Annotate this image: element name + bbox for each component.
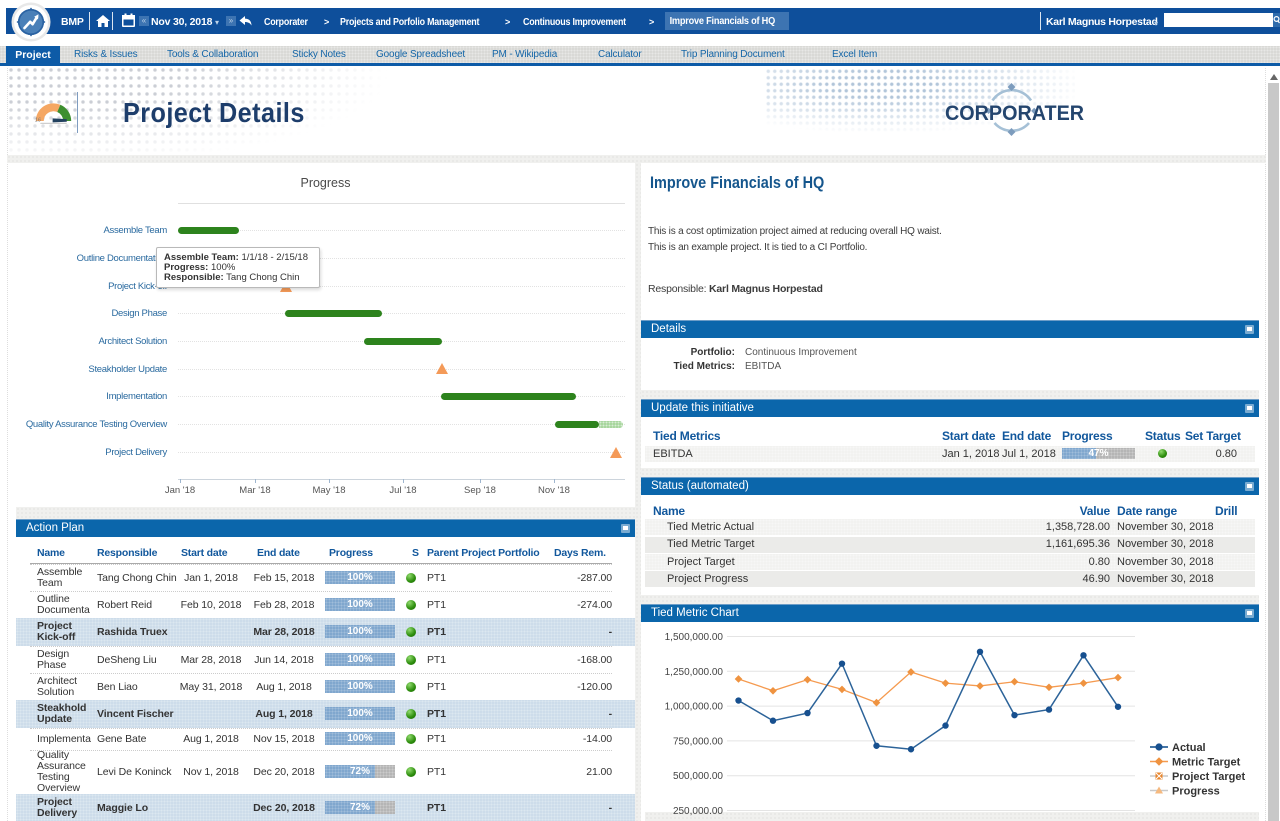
svg-text:Progress: Progress xyxy=(1172,786,1220,798)
svg-text:1,250,000.00: 1,250,000.00 xyxy=(665,667,724,678)
svg-text:Metric Target: Metric Target xyxy=(1172,757,1241,769)
svg-text:750,000.00: 750,000.00 xyxy=(673,736,723,747)
svg-text:CORPORATER: CORPORATER xyxy=(945,101,1084,125)
svg-text:500,000.00: 500,000.00 xyxy=(673,771,723,782)
svg-text:1,000,000.00: 1,000,000.00 xyxy=(665,702,724,713)
svg-text:1,500,000.00: 1,500,000.00 xyxy=(665,632,724,643)
svg-text:250,000.00: 250,000.00 xyxy=(673,806,723,817)
svg-text:16: 16 xyxy=(35,117,41,123)
svg-text:Actual: Actual xyxy=(1172,742,1206,754)
svg-text:Project Target: Project Target xyxy=(1172,771,1245,783)
